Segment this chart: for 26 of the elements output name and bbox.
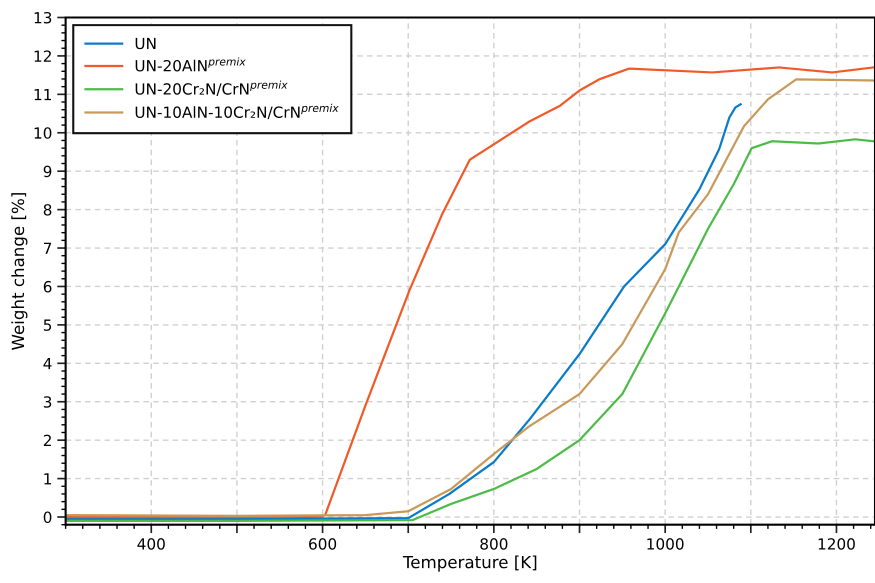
y-tick-label: 7	[44, 242, 52, 254]
y-tick-label: 5	[44, 320, 52, 331]
legend-label: UN-20AlN$^{premix}$	[136, 57, 246, 72]
y-tick-label: 3	[44, 396, 52, 408]
legend-label: UN	[136, 38, 156, 50]
y-tick-label: 8	[44, 204, 52, 216]
y-tick-label: 12	[34, 50, 51, 62]
legend-label: UN-20Cr₂N/CrN$^{premix}$	[136, 80, 288, 96]
y-tick-label: 6	[44, 280, 52, 292]
y-tick-label: 13	[34, 12, 52, 24]
y-tick-label: 4	[43, 358, 52, 370]
x-tick-label: 1200	[818, 538, 855, 550]
x-tick-label: 600	[309, 538, 336, 550]
y-tick-label: 1	[44, 473, 52, 484]
x-tick-label: 400	[137, 538, 165, 550]
y-tick-label: 0	[44, 511, 52, 524]
y-axis-title: Weight change [%]	[11, 193, 28, 350]
x-axis-title: Temperature [K]	[402, 555, 536, 572]
x-tick-label: 800	[480, 538, 508, 550]
y-tick-label: 10	[34, 127, 52, 139]
x-tick-label: 1000	[647, 538, 684, 550]
y-tick-label: 2	[44, 434, 51, 446]
legend-label: UN-10AlN-10Cr₂N/CrN$^{premix}$	[136, 104, 339, 120]
line-series	[66, 103, 742, 520]
y-tick-label: 11	[34, 89, 52, 100]
y-tick-label: 9	[44, 166, 52, 178]
